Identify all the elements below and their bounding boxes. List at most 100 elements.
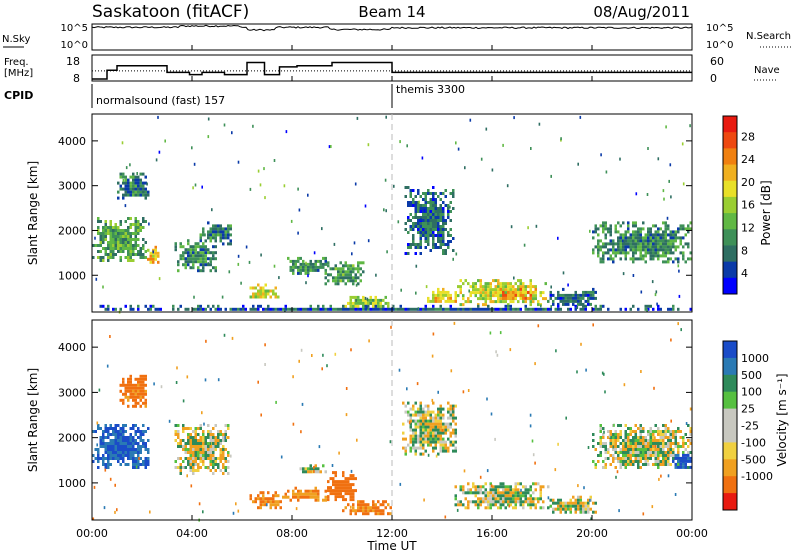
power-cell	[562, 287, 565, 291]
power-cell	[449, 228, 452, 231]
velocity-cell	[142, 386, 145, 390]
velocity-cell	[147, 427, 150, 430]
velocity-cell	[622, 454, 625, 457]
velocity-cell	[207, 451, 210, 454]
power-cell	[627, 245, 630, 249]
power-cell	[194, 245, 197, 249]
velocity-cell	[477, 500, 480, 504]
velocity-cell	[194, 427, 197, 430]
power-cell	[604, 221, 607, 225]
power-noise	[164, 139, 166, 143]
velocity-cell	[429, 416, 432, 420]
velocity-cell	[212, 466, 215, 469]
power-cell	[639, 257, 642, 261]
velocity-cell	[349, 483, 352, 487]
velocity-cell	[619, 457, 622, 460]
power-cell	[427, 219, 430, 222]
velocity-noise	[398, 368, 401, 372]
velocity-colorbar-swatch	[723, 357, 737, 376]
power-cell	[444, 228, 447, 231]
velocity-cell	[639, 439, 642, 442]
power-cell	[259, 304, 262, 308]
velocity-noise	[608, 434, 611, 438]
power-cell	[197, 266, 200, 270]
velocity-cell	[649, 454, 652, 457]
velocity-cell	[484, 482, 487, 486]
power-cell	[592, 251, 595, 255]
velocity-cell	[484, 500, 487, 504]
velocity-cell	[369, 509, 372, 513]
velocity-cell	[219, 433, 222, 436]
power-cell	[452, 237, 455, 240]
power-colorbar-tick: 16	[741, 199, 755, 212]
velocity-cell	[637, 460, 640, 463]
velocity-cell	[604, 466, 607, 469]
velocity-cell	[194, 436, 197, 439]
velocity-cell	[142, 433, 145, 436]
velocity-cell	[667, 445, 670, 448]
velocity-cell	[417, 419, 420, 423]
power-noise	[248, 260, 251, 264]
velocity-cell	[124, 430, 127, 433]
x-tick-label: 00:00	[76, 527, 108, 540]
power-cell	[122, 232, 125, 235]
velocity-cell	[434, 428, 437, 432]
velocity-cell	[662, 451, 665, 454]
velocity-cell	[202, 457, 205, 460]
velocity-cell	[672, 430, 675, 433]
power-cell	[594, 307, 597, 311]
power-cell	[434, 246, 437, 249]
power-cell	[337, 282, 340, 286]
power-cell	[662, 236, 665, 240]
power-cell	[464, 307, 467, 311]
power-cell	[184, 260, 187, 264]
velocity-noise	[601, 371, 604, 375]
velocity-cell	[207, 448, 210, 451]
power-cell	[657, 242, 660, 246]
power-cell	[494, 307, 497, 311]
power-cell	[227, 230, 230, 234]
velocity-colorbar-swatch	[723, 425, 737, 443]
power-cell	[199, 260, 202, 264]
velocity-cell	[677, 465, 680, 469]
velocity-cell	[637, 448, 640, 451]
velocity-cell	[217, 439, 220, 442]
power-cell	[204, 245, 207, 249]
velocity-cell	[139, 463, 142, 466]
velocity-cell	[634, 460, 637, 463]
power-cell	[114, 253, 117, 256]
velocity-cell	[617, 424, 620, 427]
velocity-cell	[417, 407, 420, 411]
velocity-noise	[176, 366, 178, 370]
power-cell	[134, 235, 137, 238]
power-cell	[317, 259, 320, 263]
nave-tick-bottom: 0	[710, 72, 717, 85]
power-cell	[682, 227, 685, 231]
power-cell	[352, 301, 355, 305]
velocity-cell	[192, 460, 195, 463]
power-cell	[414, 307, 417, 311]
velocity-cell	[629, 451, 632, 454]
velocity-cell	[459, 488, 462, 492]
power-cell	[114, 241, 117, 244]
velocity-cell	[524, 485, 527, 489]
velocity-cell	[529, 485, 532, 489]
power-cell	[152, 254, 155, 258]
power-cell	[439, 296, 442, 300]
power-cell	[422, 192, 425, 195]
power-heatmap-cells	[92, 115, 692, 314]
velocity-cell	[412, 446, 415, 450]
velocity-cell	[642, 451, 645, 454]
velocity-cell	[489, 497, 492, 501]
power-cell	[557, 304, 560, 308]
velocity-cell	[677, 459, 680, 463]
power-cell	[514, 288, 517, 292]
velocity-cell	[664, 457, 667, 460]
velocity-cell	[134, 386, 137, 390]
power-cell	[309, 265, 312, 269]
velocity-noise	[495, 350, 497, 354]
power-cell	[377, 301, 380, 305]
power-cell	[432, 216, 435, 219]
velocity-cell	[339, 495, 342, 499]
power-cell	[137, 184, 140, 188]
